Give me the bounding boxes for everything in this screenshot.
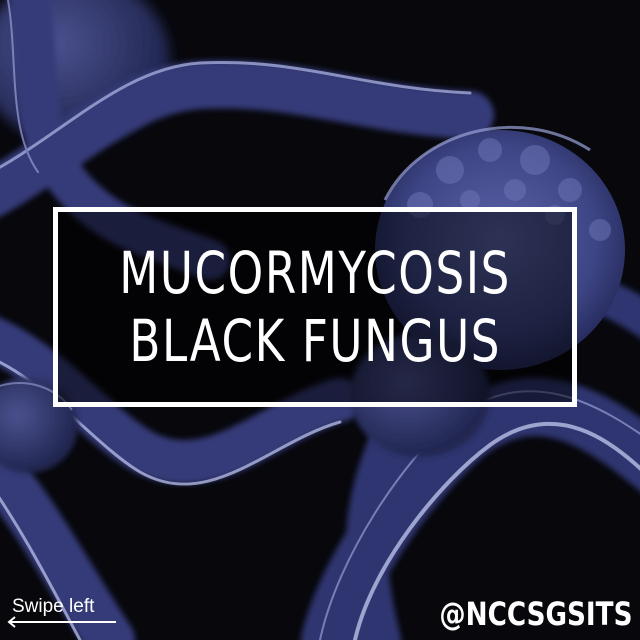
swipe-label: Swipe left xyxy=(12,596,95,617)
account-handle: @NCCSGSITS xyxy=(438,595,632,633)
title-line-2: BLACK FUNGUS xyxy=(129,307,501,375)
title-line-1: MUCORMYCOSIS xyxy=(119,239,511,307)
arrow-left-icon xyxy=(7,616,116,628)
swipe-hint: Swipe left xyxy=(6,596,136,630)
title-box: MUCORMYCOSIS BLACK FUNGUS xyxy=(53,207,577,407)
